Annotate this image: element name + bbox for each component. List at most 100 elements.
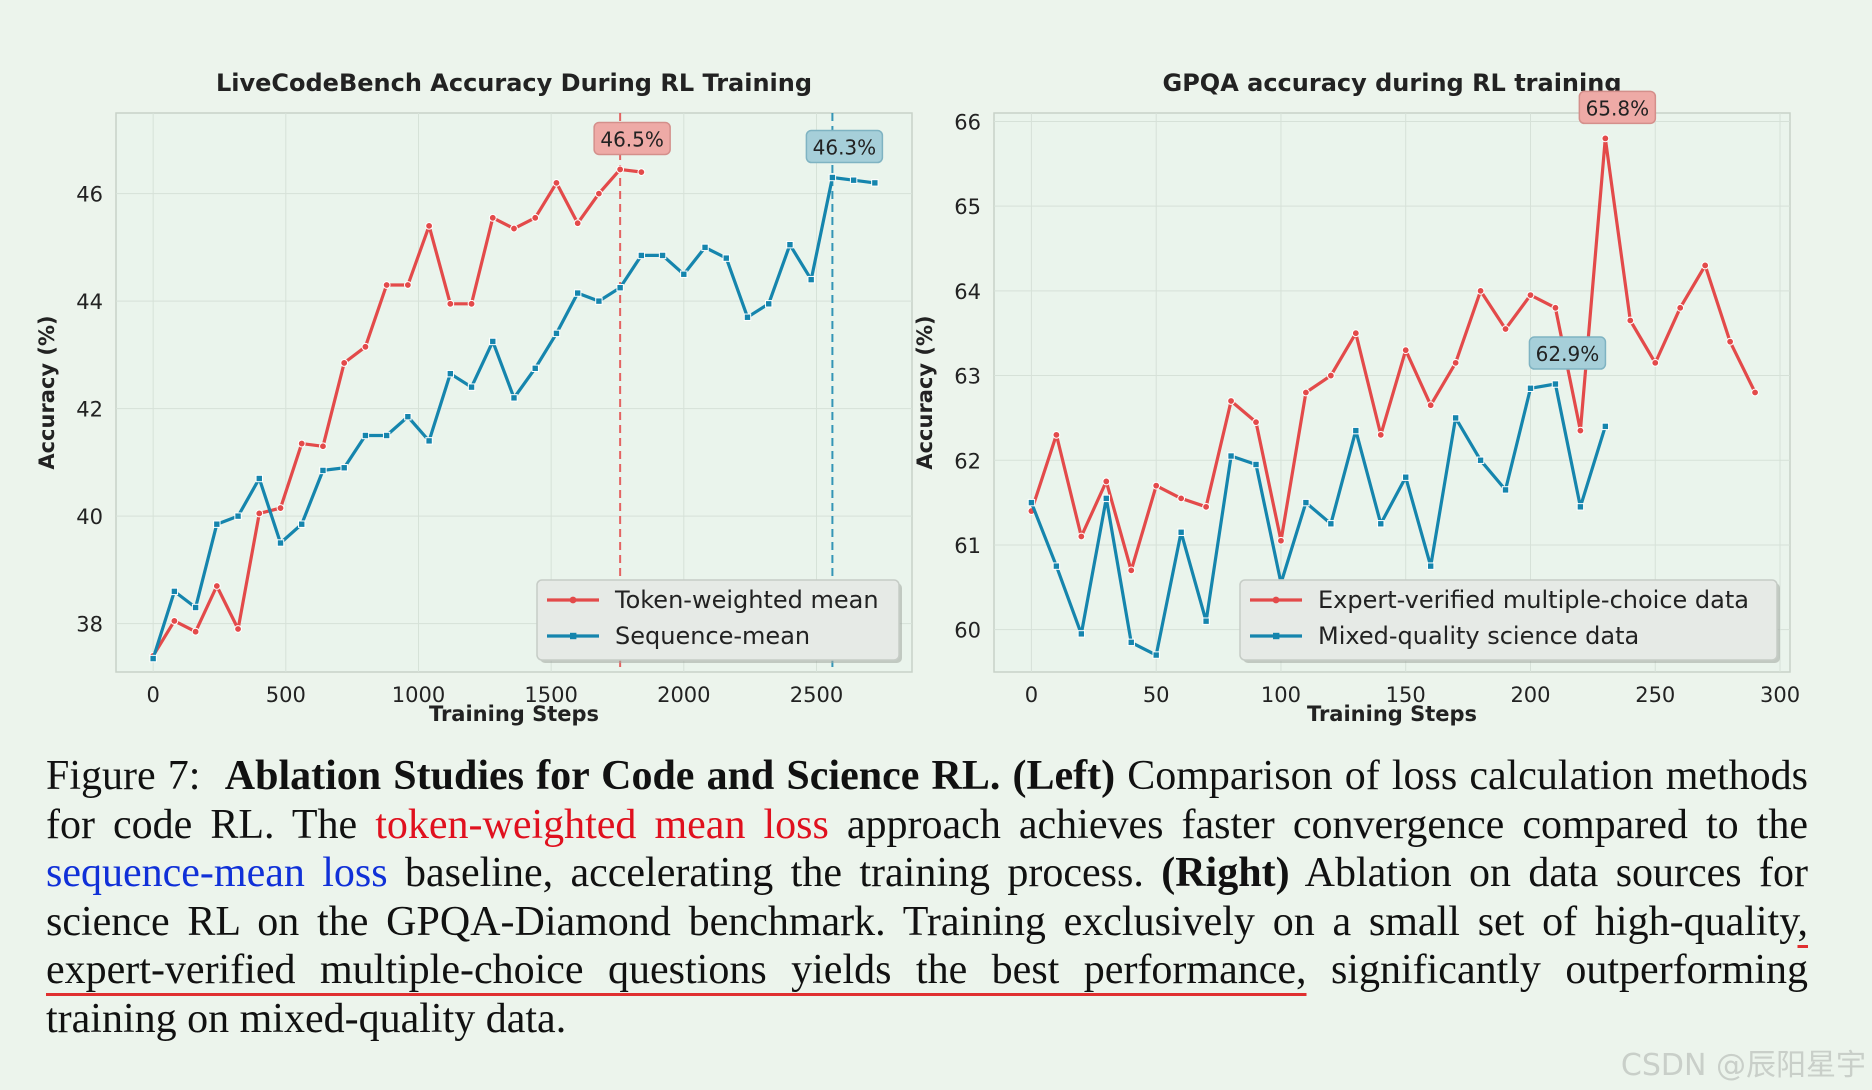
- data-point: [1352, 426, 1360, 435]
- data-point: [446, 369, 455, 378]
- data-point: [871, 179, 879, 187]
- data-point: [1601, 134, 1610, 143]
- series-1: [149, 173, 879, 663]
- data-point: [1102, 477, 1111, 486]
- chart-gpqa: 0 50 100 150 200 250 300 60 61 62 63 64 65 66 GPQA acc…: [913, 69, 1800, 726]
- caption-token-weighted: token-weighted mean loss: [375, 801, 829, 848]
- data-point: [1676, 303, 1685, 312]
- data-point: [1177, 528, 1185, 536]
- legend-marker: [1272, 596, 1280, 604]
- data-point: [319, 442, 327, 451]
- data-point: [807, 275, 815, 284]
- peak-annotation-label: 46.5%: [600, 127, 664, 151]
- series-line: [151, 167, 642, 657]
- x-tick-label: 0: [146, 683, 159, 707]
- data-point: [361, 342, 370, 351]
- data-point: [510, 224, 518, 233]
- caption-text-4: Ablation on data sources for science RL …: [46, 850, 1809, 945]
- data-point: [404, 412, 412, 421]
- legend: Expert-verified multiple-choice data Mixe…: [1239, 579, 1780, 663]
- data-point: [1227, 452, 1235, 460]
- data-point: [1551, 380, 1560, 388]
- data-point: [1551, 303, 1560, 312]
- data-point: [213, 520, 221, 528]
- data-point: [1252, 418, 1260, 427]
- data-point: [1277, 536, 1285, 545]
- y-tick-label: 66: [954, 110, 981, 134]
- data-point: [298, 520, 306, 528]
- chart-title: LiveCodeBench Accuracy During RL Trainin…: [216, 69, 812, 97]
- peak-annotation-box: [1578, 90, 1657, 125]
- x-tick-label: 2000: [657, 683, 710, 707]
- data-point: [1351, 329, 1360, 338]
- data-point: [467, 383, 476, 391]
- data-point: [170, 617, 179, 625]
- data-point: [1526, 384, 1535, 392]
- y-tick-label: 44: [76, 290, 103, 314]
- data-point: [1426, 401, 1435, 410]
- data-point: [382, 431, 391, 440]
- data-point: [573, 289, 582, 297]
- data-point: [1576, 426, 1585, 435]
- x-tick-label: 100: [1261, 683, 1301, 707]
- data-point: [1576, 503, 1585, 511]
- legend-label: Expert-verified multiple-choice data: [1318, 586, 1749, 614]
- data-point: [637, 251, 646, 260]
- y-tick-label: 38: [76, 613, 103, 637]
- x-tick-label: 300: [1760, 683, 1800, 707]
- data-point: [1751, 388, 1759, 397]
- data-point: [616, 283, 624, 292]
- peak-annotation-label: 65.8%: [1586, 96, 1650, 120]
- data-point: [1501, 325, 1510, 333]
- x-tick-label: 1500: [524, 683, 577, 707]
- y-axis-label: Accuracy (%): [35, 315, 59, 469]
- data-point: [1401, 346, 1410, 355]
- data-point: [1377, 520, 1385, 528]
- peak-annotation-label: 46.3%: [813, 136, 877, 160]
- data-point: [595, 189, 603, 198]
- data-point: [552, 178, 561, 187]
- data-point: [1626, 316, 1635, 325]
- data-point: [1202, 617, 1210, 625]
- data-point: [276, 539, 285, 547]
- caption-text-3: baseline, accelerating the training proc…: [387, 850, 1162, 896]
- x-tick-label: 2500: [790, 683, 843, 707]
- data-point: [1376, 430, 1385, 439]
- data-point: [212, 582, 221, 590]
- data-point: [849, 176, 858, 184]
- figure-caption: Figure 7: Ablation Studies for Code and …: [46, 752, 1808, 1043]
- data-point: [425, 437, 433, 445]
- y-tick-label: 60: [954, 619, 981, 643]
- data-point: [1077, 630, 1086, 638]
- data-point: [382, 281, 391, 289]
- peak-annotation-label: 62.9%: [1536, 342, 1600, 366]
- data-point: [425, 221, 433, 230]
- peak-annotation-box: [805, 129, 884, 164]
- data-point: [828, 173, 837, 182]
- y-tick-label: 63: [954, 365, 981, 389]
- data-point: [1202, 502, 1211, 511]
- data-point: [234, 512, 242, 520]
- chart-livecodebench: 0 500 1000 1500 2000 2500 38 40 42 44 46 LiveCodeBe…: [35, 69, 913, 726]
- data-point: [1052, 430, 1061, 439]
- data-point: [1526, 291, 1535, 299]
- data-point: [1027, 498, 1036, 507]
- legend-label: Sequence-mean: [615, 622, 810, 650]
- data-point: [1701, 261, 1710, 270]
- data-point: [170, 587, 179, 596]
- data-point: [1077, 532, 1086, 541]
- chart-title: GPQA accuracy during RL training: [1163, 69, 1622, 97]
- x-tick-label: 500: [266, 683, 306, 707]
- caption-sequence-mean: sequence-mean loss: [46, 850, 388, 896]
- data-point: [1127, 638, 1135, 647]
- data-point: [510, 394, 518, 402]
- legend: Token-weighted mean Sequence-mean: [536, 579, 902, 663]
- series-1: [1027, 380, 1610, 659]
- y-axis-label: Accuracy (%): [913, 315, 937, 469]
- data-point: [573, 219, 582, 228]
- data-point: [234, 625, 242, 633]
- peak-annotation-box: [1528, 336, 1607, 370]
- data-point: [658, 251, 667, 260]
- data-point: [1601, 422, 1610, 431]
- data-point: [297, 439, 306, 448]
